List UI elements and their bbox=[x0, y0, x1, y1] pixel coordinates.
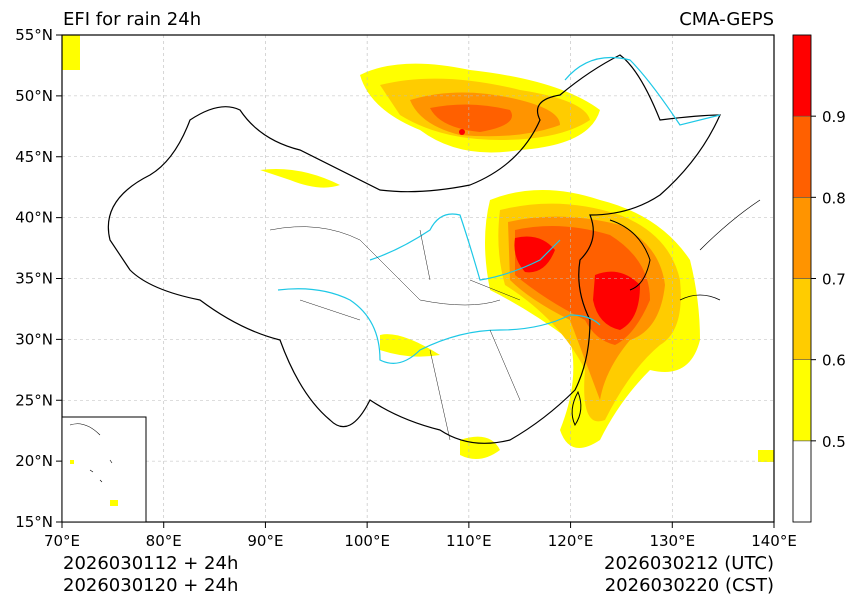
korea-border bbox=[609, 219, 651, 291]
valid-time-utc: 2026030212 (UTC) bbox=[604, 553, 774, 574]
lon-tick-label: 130°E bbox=[649, 532, 695, 550]
lon-tick-label: 70°E bbox=[44, 532, 80, 550]
axis-ticks: 70°E 80°E 90°E 100°E 110°E 120°E 130°E 140°E 15°… bbox=[15, 26, 797, 550]
lat-tick-label: 35°N bbox=[15, 270, 53, 288]
colorbar-segment bbox=[792, 278, 812, 360]
colorbar-segment bbox=[792, 197, 812, 279]
colorbar-label: 0.7 bbox=[822, 271, 846, 289]
colorbar-segment bbox=[792, 359, 812, 442]
model-name: CMA-GEPS bbox=[679, 9, 774, 30]
province-borders bbox=[269, 226, 521, 441]
lat-tick-label: 30°N bbox=[15, 330, 53, 348]
yangtze-river bbox=[277, 288, 601, 364]
colorbar-label: 0.8 bbox=[822, 189, 846, 207]
lon-tick-label: 80°E bbox=[146, 532, 182, 550]
init-time-utc: 2026030112 + 24h bbox=[63, 553, 239, 574]
lat-tick-label: 50°N bbox=[15, 87, 53, 105]
colorbar-segment bbox=[792, 34, 812, 117]
lon-tick-label: 120°E bbox=[548, 532, 594, 550]
taiwan bbox=[571, 390, 582, 427]
graticule bbox=[62, 35, 774, 522]
colorbar: 0.5 0.6 0.7 0.8 0.9 bbox=[792, 34, 846, 523]
south-china-sea-inset bbox=[61, 416, 147, 523]
lon-tick-label: 110°E bbox=[446, 532, 492, 550]
japan-coast bbox=[679, 199, 761, 301]
colorbar-label: 0.5 bbox=[822, 433, 846, 451]
lon-tick-label: 140°E bbox=[751, 532, 797, 550]
lat-tick-label: 55°N bbox=[15, 26, 53, 44]
efi-shading bbox=[62, 35, 774, 462]
colorbar-label: 0.9 bbox=[822, 108, 846, 126]
colorbar-label: 0.6 bbox=[822, 352, 846, 370]
lat-tick-label: 45°N bbox=[15, 148, 53, 166]
init-time-cst: 2026030120 + 24h bbox=[63, 575, 239, 596]
lon-tick-label: 100°E bbox=[344, 532, 390, 550]
valid-time-cst: 2026030220 (CST) bbox=[604, 575, 774, 596]
lon-tick-label: 90°E bbox=[247, 532, 283, 550]
colorbar-segment bbox=[792, 115, 812, 198]
boundaries bbox=[107, 54, 761, 444]
lat-tick-label: 25°N bbox=[15, 391, 53, 409]
lat-tick-label: 40°N bbox=[15, 209, 53, 227]
lat-tick-label: 15°N bbox=[15, 513, 53, 531]
colorbar-segment bbox=[792, 440, 812, 523]
amur-river bbox=[564, 56, 721, 126]
national-border bbox=[107, 54, 721, 444]
lat-tick-label: 20°N bbox=[15, 452, 53, 470]
map-title: EFI for rain 24h bbox=[63, 9, 202, 30]
